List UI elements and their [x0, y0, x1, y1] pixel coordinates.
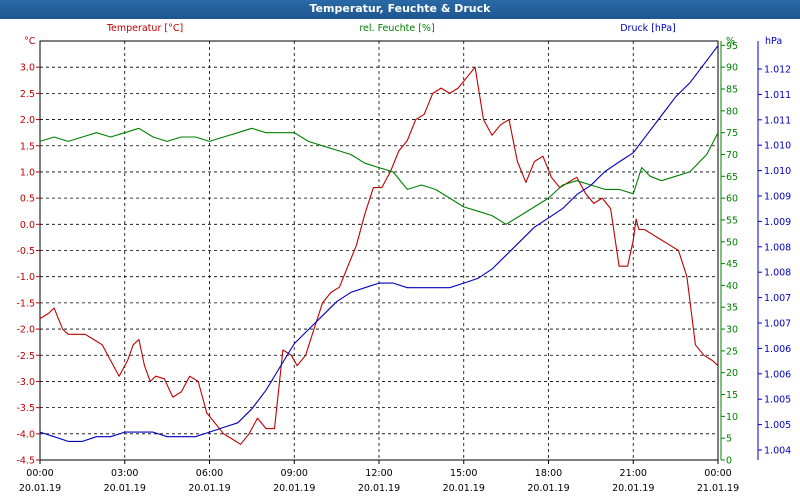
series-line-temperature [39, 66, 719, 445]
x-tick-label-time: 06:00 [196, 468, 223, 479]
series-line-humidity [39, 127, 719, 225]
y-tick-label-humidity: 90 [726, 63, 738, 74]
y-tick-label-humidity: 55 [726, 215, 738, 226]
y-tick-label-pressure: 1.006 [764, 369, 791, 380]
y-unit-pressure: hPa [765, 36, 782, 47]
x-tick-label-time: 15:00 [450, 468, 477, 479]
y-tick-label-temperature: 2.0 [20, 115, 35, 126]
y-tick-label-temperature: 1.5 [20, 141, 35, 152]
y-tick-label-humidity: 50 [726, 237, 738, 248]
y-tick-label-pressure: 1.006 [764, 344, 791, 355]
chart-title: Temperatur, Feuchte & Druck [0, 0, 800, 19]
y-tick-label-temperature: -4.0 [16, 429, 35, 440]
y-tick-label-pressure: 1.008 [764, 242, 791, 253]
x-tick-label-time: 18:00 [535, 468, 562, 479]
x-tick-label-time: 00:00 [26, 468, 53, 479]
x-tick-label-time: 21:00 [620, 468, 647, 479]
x-tick-label-date: 21.01.19 [697, 483, 739, 494]
y-tick-label-humidity: 95 [726, 41, 738, 52]
y-tick-label-pressure: 1.005 [764, 395, 791, 406]
x-tick-label-date: 20.01.19 [443, 483, 485, 494]
x-tick-label-time: 12:00 [365, 468, 392, 479]
x-tick-label-time: 00:00 [704, 468, 731, 479]
y-tick-label-pressure: 1.004 [764, 446, 791, 457]
x-tick-label-date: 20.01.19 [19, 483, 61, 494]
axis-label-humidity: rel. Feuchte [%] [359, 23, 434, 34]
axis-label-temperature: Temperatur [°C] [106, 23, 183, 34]
x-tick-label-date: 20.01.19 [358, 483, 400, 494]
y-tick-label-temperature: 0.5 [20, 194, 35, 205]
y-tick-label-humidity: 30 [726, 325, 738, 336]
series-line-pressure [39, 45, 719, 442]
y-tick-label-humidity: 15 [726, 390, 738, 401]
y-tick-label-temperature: -1.0 [16, 272, 35, 283]
y-unit-temperature: °C [24, 36, 36, 47]
y-tick-label-humidity: 80 [726, 106, 738, 117]
y-tick-label-humidity: 0 [726, 456, 732, 467]
y-tick-label-temperature: -1.5 [16, 298, 35, 309]
x-tick-label-date: 20.01.19 [527, 483, 569, 494]
y-tick-label-temperature: -2.5 [16, 351, 35, 362]
y-tick-label-humidity: 20 [726, 368, 738, 379]
y-tick-label-humidity: 5 [726, 434, 732, 445]
y-tick-label-temperature: -3.5 [16, 403, 35, 414]
y-tick-label-humidity: 85 [726, 85, 738, 96]
x-tick-label-time: 09:00 [281, 468, 308, 479]
y-tick-label-humidity: 25 [726, 346, 738, 357]
y-tick-label-temperature: -3.0 [16, 377, 35, 388]
y-tick-label-temperature: -4.5 [16, 456, 35, 467]
y-tick-label-pressure: 1.010 [764, 141, 791, 152]
chart: 00:00 20.01.19 03:00 20.01.19 06:00 20.01.19 0… [0, 19, 800, 500]
y-tick-label-temperature: 2.5 [20, 89, 35, 100]
x-tick-label-time: 03:00 [111, 468, 138, 479]
y-tick-label-temperature: 0.0 [20, 220, 35, 231]
y-tick-label-humidity: 75 [726, 128, 738, 139]
y-tick-label-pressure: 1.010 [764, 166, 791, 177]
y-tick-label-humidity: 60 [726, 194, 738, 205]
y-tick-label-humidity: 70 [726, 150, 738, 161]
x-tick-label-date: 20.01.19 [612, 483, 654, 494]
x-tick-label-date: 20.01.19 [104, 483, 146, 494]
y-tick-label-pressure: 1.011 [764, 90, 791, 101]
axis-label-pressure: Druck [hPa] [620, 23, 676, 34]
y-tick-label-pressure: 1.011 [764, 115, 791, 126]
y-tick-label-pressure: 1.012 [764, 65, 791, 76]
y-tick-label-pressure: 1.007 [764, 319, 791, 330]
y-tick-label-humidity: 35 [726, 303, 738, 314]
y-tick-label-pressure: 1.009 [764, 192, 791, 203]
x-tick-label-date: 20.01.19 [188, 483, 230, 494]
y-tick-label-pressure: 1.005 [764, 420, 791, 431]
y-tick-label-temperature: 1.0 [20, 167, 35, 178]
y-tick-label-temperature: 3.0 [20, 63, 35, 74]
y-tick-label-temperature: -0.5 [16, 246, 35, 257]
y-tick-label-pressure: 1.007 [764, 293, 791, 304]
y-unit-humidity: % [726, 36, 735, 47]
y-tick-label-humidity: 40 [726, 281, 738, 292]
y-tick-label-pressure: 1.009 [764, 217, 791, 228]
y-tick-label-pressure: 1.008 [764, 268, 791, 279]
y-tick-label-humidity: 65 [726, 172, 738, 183]
y-tick-label-humidity: 45 [726, 259, 738, 270]
y-tick-label-humidity: 10 [726, 412, 738, 423]
x-tick-label-date: 20.01.19 [273, 483, 315, 494]
y-tick-label-temperature: -2.0 [16, 325, 35, 336]
